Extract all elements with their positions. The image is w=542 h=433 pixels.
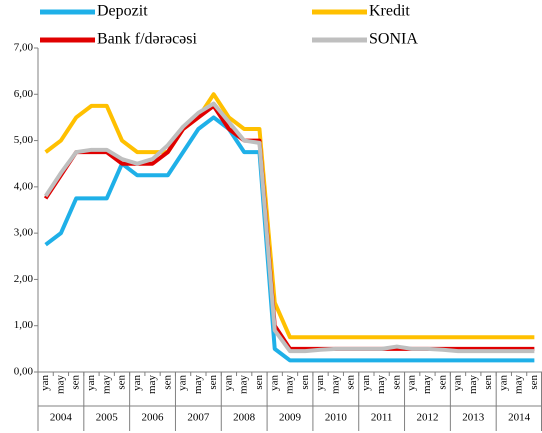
x-tick-label: yan: [222, 375, 234, 391]
year-label: 2012: [416, 412, 438, 424]
x-tick-label: sen: [116, 375, 128, 390]
year-label: 2004: [50, 412, 73, 424]
year-label: 2007: [187, 412, 210, 424]
y-tick-label: 6,00: [14, 88, 34, 100]
x-tick-label: may: [54, 375, 66, 394]
x-tick-label: sen: [161, 375, 173, 390]
x-tick-label: may: [421, 375, 433, 394]
x-tick-label: yan: [131, 375, 143, 391]
x-tick-label: may: [329, 375, 341, 394]
series-line: [43, 103, 535, 351]
x-tick-label: yan: [452, 375, 464, 391]
y-tick-label: 7,00: [14, 42, 34, 54]
year-label: 2008: [233, 412, 256, 424]
year-label: 2009: [279, 412, 302, 424]
x-tick-label: sen: [528, 375, 540, 390]
x-tick-label: sen: [207, 375, 219, 390]
x-tick-label: yan: [39, 375, 51, 391]
x-tick-label: may: [375, 375, 387, 394]
x-tick-label: yan: [85, 375, 97, 391]
x-tick-label: yan: [177, 375, 189, 391]
legend-label: Bank f/dərəcəsi: [97, 31, 198, 48]
x-tick-label: sen: [299, 375, 311, 390]
x-tick-label: may: [513, 375, 525, 394]
x-tick-label: may: [238, 375, 250, 394]
x-tick-label: yan: [360, 375, 372, 391]
legend-label: Kredit: [369, 3, 410, 20]
x-tick-label: yan: [406, 375, 418, 391]
x-tick-label: may: [284, 375, 296, 394]
series-line: [43, 101, 535, 354]
x-tick-label: sen: [345, 375, 357, 390]
x-tick-label: sen: [70, 375, 82, 390]
x-tick-label: may: [192, 375, 204, 394]
x-tick-label: sen: [482, 375, 494, 390]
y-tick-label: 2,00: [14, 273, 34, 285]
year-label: 2011: [371, 412, 393, 424]
series-line: [44, 92, 535, 340]
x-tick-label: sen: [436, 375, 448, 390]
series-line: [44, 115, 535, 363]
y-tick-label: 5,00: [14, 134, 34, 146]
year-label: 2005: [96, 412, 119, 424]
x-tick-label: yan: [268, 375, 280, 391]
y-tick-label: 0,00: [14, 366, 34, 378]
year-label: 2010: [325, 412, 348, 424]
year-label: 2014: [508, 412, 531, 424]
y-tick-label: 1,00: [14, 319, 34, 331]
y-tick-label: 4,00: [14, 180, 34, 192]
x-tick-label: may: [146, 375, 158, 394]
year-label: 2006: [142, 412, 165, 424]
x-tick-label: may: [467, 375, 479, 394]
x-tick-label: may: [100, 375, 112, 394]
x-tick-label: sen: [390, 375, 402, 390]
x-tick-label: yan: [314, 375, 326, 391]
x-tick-label: yan: [497, 375, 509, 391]
year-label: 2013: [462, 412, 485, 424]
legend-label: Depozit: [97, 3, 148, 20]
y-tick-label: 3,00: [14, 227, 34, 239]
legend-label: SONIA: [369, 31, 418, 48]
x-tick-label: sen: [253, 375, 265, 390]
